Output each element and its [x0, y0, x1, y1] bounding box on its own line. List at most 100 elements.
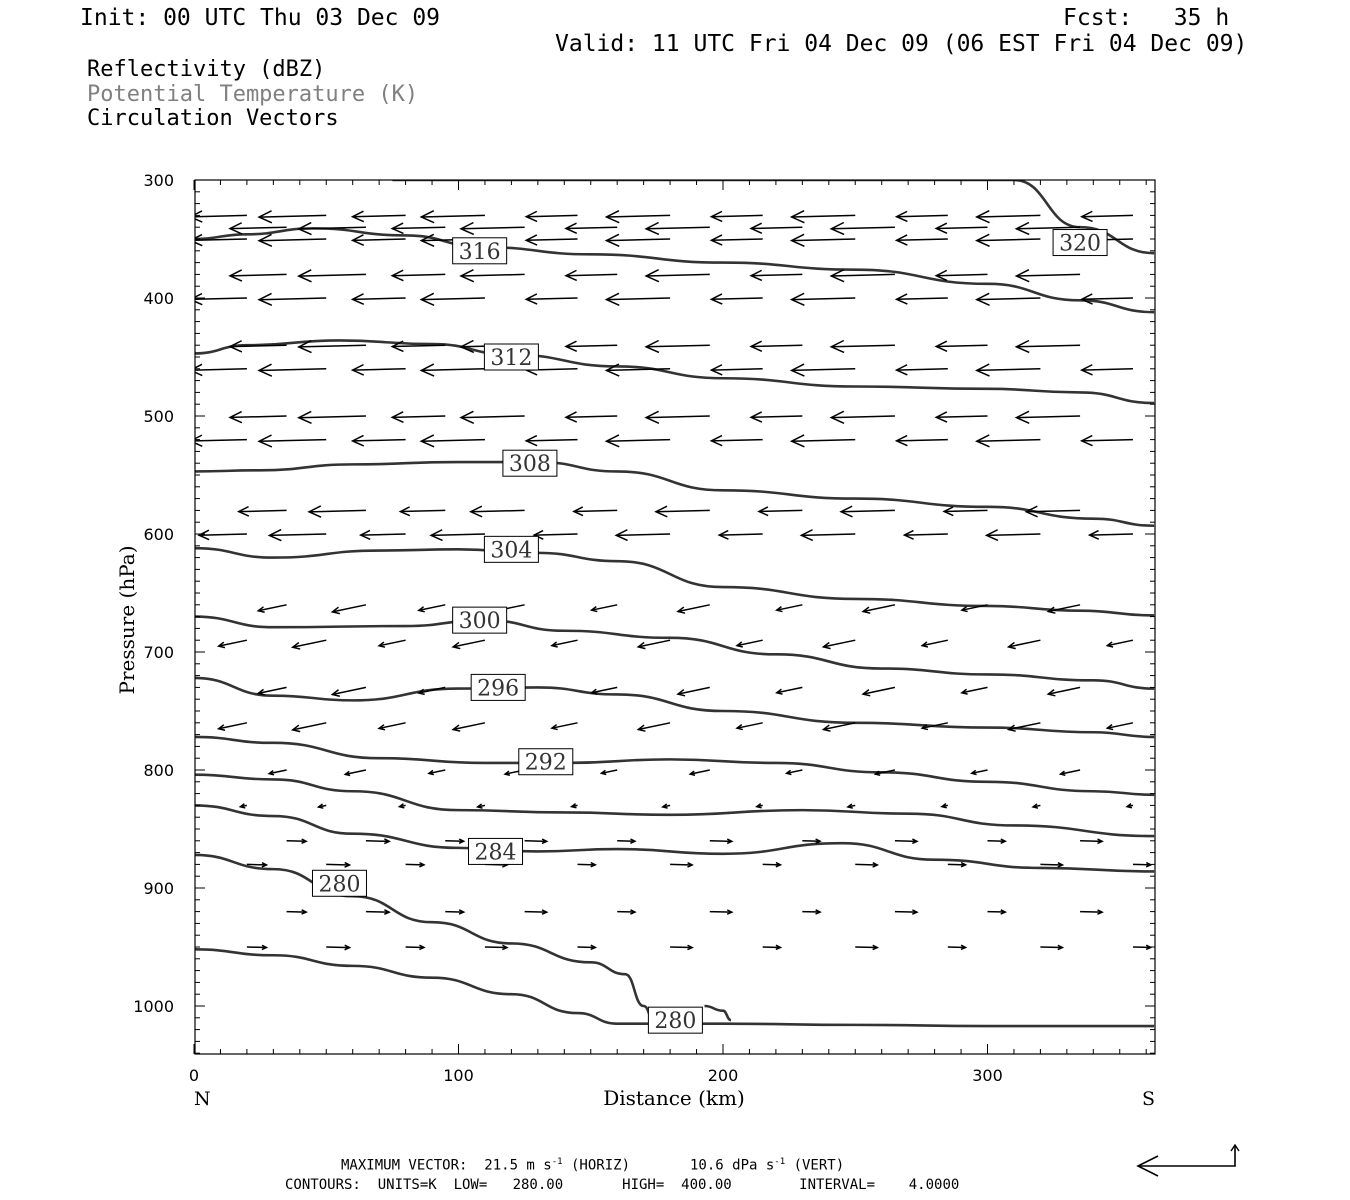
contour-label-box: [452, 237, 508, 265]
circulation-vector: [711, 297, 763, 301]
max-vector-vert-label: (VERT): [785, 1157, 845, 1174]
circulation-vector: [258, 686, 287, 695]
circulation-vector: [418, 604, 446, 612]
contour-label-box: [502, 449, 558, 477]
vector-arrowhead: [195, 233, 203, 247]
contour-280-pocket: [704, 1004, 732, 1022]
x-tick-label: 200: [708, 1066, 739, 1085]
vector-arrowhead: [350, 434, 365, 447]
vector-arrowhead: [572, 506, 584, 517]
vector-arrowhead: [974, 210, 990, 224]
max-vector-horiz-label: (HORIZ): [562, 1157, 630, 1174]
circulation-vector: [1080, 910, 1103, 913]
vector-arrowhead: [475, 803, 483, 809]
circulation-vector: [332, 604, 367, 613]
circulation-vector: [195, 214, 247, 218]
circulation-vector: [1060, 769, 1081, 775]
circulation-vector: [229, 273, 287, 277]
vector-arrowhead: [960, 688, 968, 695]
circulation-vector: [421, 368, 485, 372]
vector-arrowhead: [419, 210, 435, 224]
circulation-vector: [400, 509, 446, 513]
contour-280-upper: [195, 853, 658, 1031]
contour-288: [195, 773, 1155, 838]
vector-arrowhead: [330, 689, 341, 697]
circulation-vector: [690, 769, 710, 775]
vector-arrowhead: [1006, 724, 1016, 732]
legend-circulation-vectors: Circulation Vectors: [87, 106, 339, 131]
vector-arrowhead: [749, 269, 763, 282]
circulation-vector: [670, 946, 693, 949]
circulation-vector: [526, 297, 578, 301]
y-tick-label: 700: [143, 643, 174, 662]
contour-label-box: [311, 869, 367, 897]
circulation-vector: [421, 438, 485, 442]
vector-arrowhead: [257, 434, 273, 448]
vector-arrowhead: [676, 689, 686, 697]
vector-arrowhead: [894, 234, 908, 246]
vector-arrowhead: [350, 234, 365, 246]
circulation-vector: [646, 273, 710, 277]
circulation-vector: [298, 415, 366, 419]
legend-potential-temperature: Potential Temperature (K): [87, 82, 419, 107]
vector-arrowhead: [1079, 210, 1093, 223]
contour-label: 300: [459, 609, 501, 634]
vector-arrowhead: [717, 529, 729, 540]
contour-292: [195, 735, 1155, 797]
contour-label: 304: [490, 538, 532, 563]
vector-arrowhead: [970, 769, 977, 776]
circulation-vector: [352, 368, 406, 371]
vector-arrowhead: [503, 770, 511, 777]
circulation-vector: [791, 368, 856, 372]
circulation-vector: [971, 769, 988, 775]
circulation-vector: [606, 368, 671, 372]
circulation-vector: [1040, 863, 1063, 866]
vector-arrowhead: [1079, 293, 1093, 305]
circulation-vector: [606, 297, 671, 301]
vector-arrowhead: [419, 944, 426, 951]
vector-arrowhead: [383, 909, 391, 916]
circulation-vector: [524, 840, 547, 843]
vector-arrowhead: [377, 724, 386, 731]
vector-arrowhead: [829, 221, 845, 236]
circulation-vector: [392, 415, 446, 419]
vector-arrowhead: [589, 688, 598, 695]
circulation-vector: [195, 438, 247, 442]
legend-reflectivity: Reflectivity (dBZ): [87, 57, 326, 82]
circulation-vector: [470, 509, 525, 513]
circulation-vector: [1081, 297, 1133, 301]
vector-arrowhead: [350, 363, 365, 376]
valid-time: Valid: 11 UTC Fri 04 Dec 09 (06 EST Fri …: [555, 31, 1248, 57]
circulation-vector: [218, 722, 248, 730]
circulation-vector: [862, 604, 896, 613]
contour-label-box: [647, 1006, 703, 1034]
circulation-vector: [1008, 639, 1041, 648]
vector-arrowhead: [815, 909, 822, 915]
x-tick-label: 100: [443, 1066, 474, 1085]
circulation-vector: [961, 686, 988, 694]
x-tick-label: 0: [189, 1066, 199, 1085]
circulation-vector: [195, 238, 247, 242]
vector-arrowhead: [398, 506, 411, 517]
circulation-vector: [896, 297, 948, 301]
vector-arrowhead: [550, 724, 558, 731]
vector-arrowhead: [397, 803, 405, 809]
circulation-vector: [195, 368, 247, 371]
contour-label: 308: [509, 452, 551, 477]
vector-arrowhead: [709, 210, 723, 223]
vector-arrowhead: [564, 411, 578, 423]
circulation-vector: [875, 769, 896, 775]
circulation-vector: [345, 769, 367, 776]
max-vector-vert-prefix: 10.6 dPa s: [690, 1157, 775, 1174]
vector-arrowhead: [1057, 861, 1065, 868]
vector-arrowhead: [912, 909, 919, 915]
y-tick-label: 1000: [133, 997, 174, 1016]
circulation-vector: [736, 722, 763, 729]
circulation-vector: [606, 438, 671, 442]
vector-arrowhead: [419, 434, 435, 448]
vector-arrowhead: [676, 606, 686, 614]
vector-arrowhead: [1031, 803, 1039, 809]
max-vector-note: MAXIMUM VECTOR: 21.5 m s-1 (HORIZ) 10.6 d…: [341, 1158, 844, 1173]
circulation-vector: [259, 214, 327, 218]
circulation-vector: [751, 415, 803, 419]
